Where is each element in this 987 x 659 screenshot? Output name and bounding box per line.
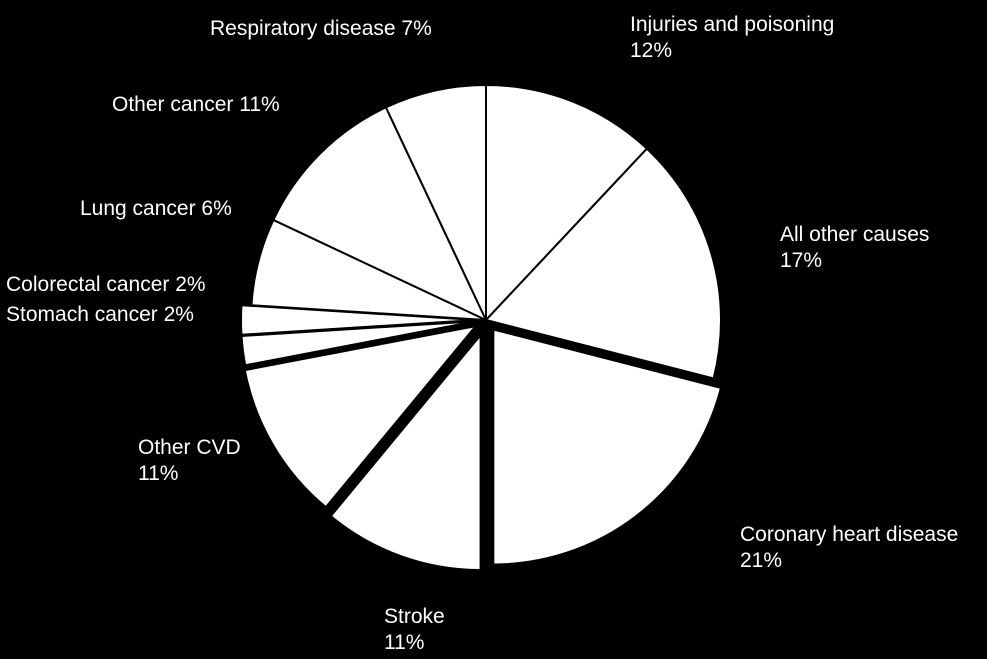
slice-label-injuries: Injuries and poisoning 12% <box>630 12 834 65</box>
slice-label-stroke: Stroke 11% <box>384 604 445 657</box>
slice-label-othercancer: Other cancer 11% <box>112 92 280 118</box>
slice-label-respiratory: Respiratory disease 7% <box>210 16 432 42</box>
slice-label-othercvd: Other CVD 11% <box>138 435 241 488</box>
slice-label-other: All other causes 17% <box>780 222 929 275</box>
slice-label-chd: Coronary heart disease 21% <box>740 522 958 575</box>
chart-stage: Injuries and poisoning 12% All other cau… <box>0 0 987 659</box>
slice-label-lung: Lung cancer 6% <box>80 196 232 222</box>
slice-label-colorectal: Colorectal cancer 2% <box>6 272 206 298</box>
slice-label-stomach: Stomach cancer 2% <box>6 302 194 328</box>
